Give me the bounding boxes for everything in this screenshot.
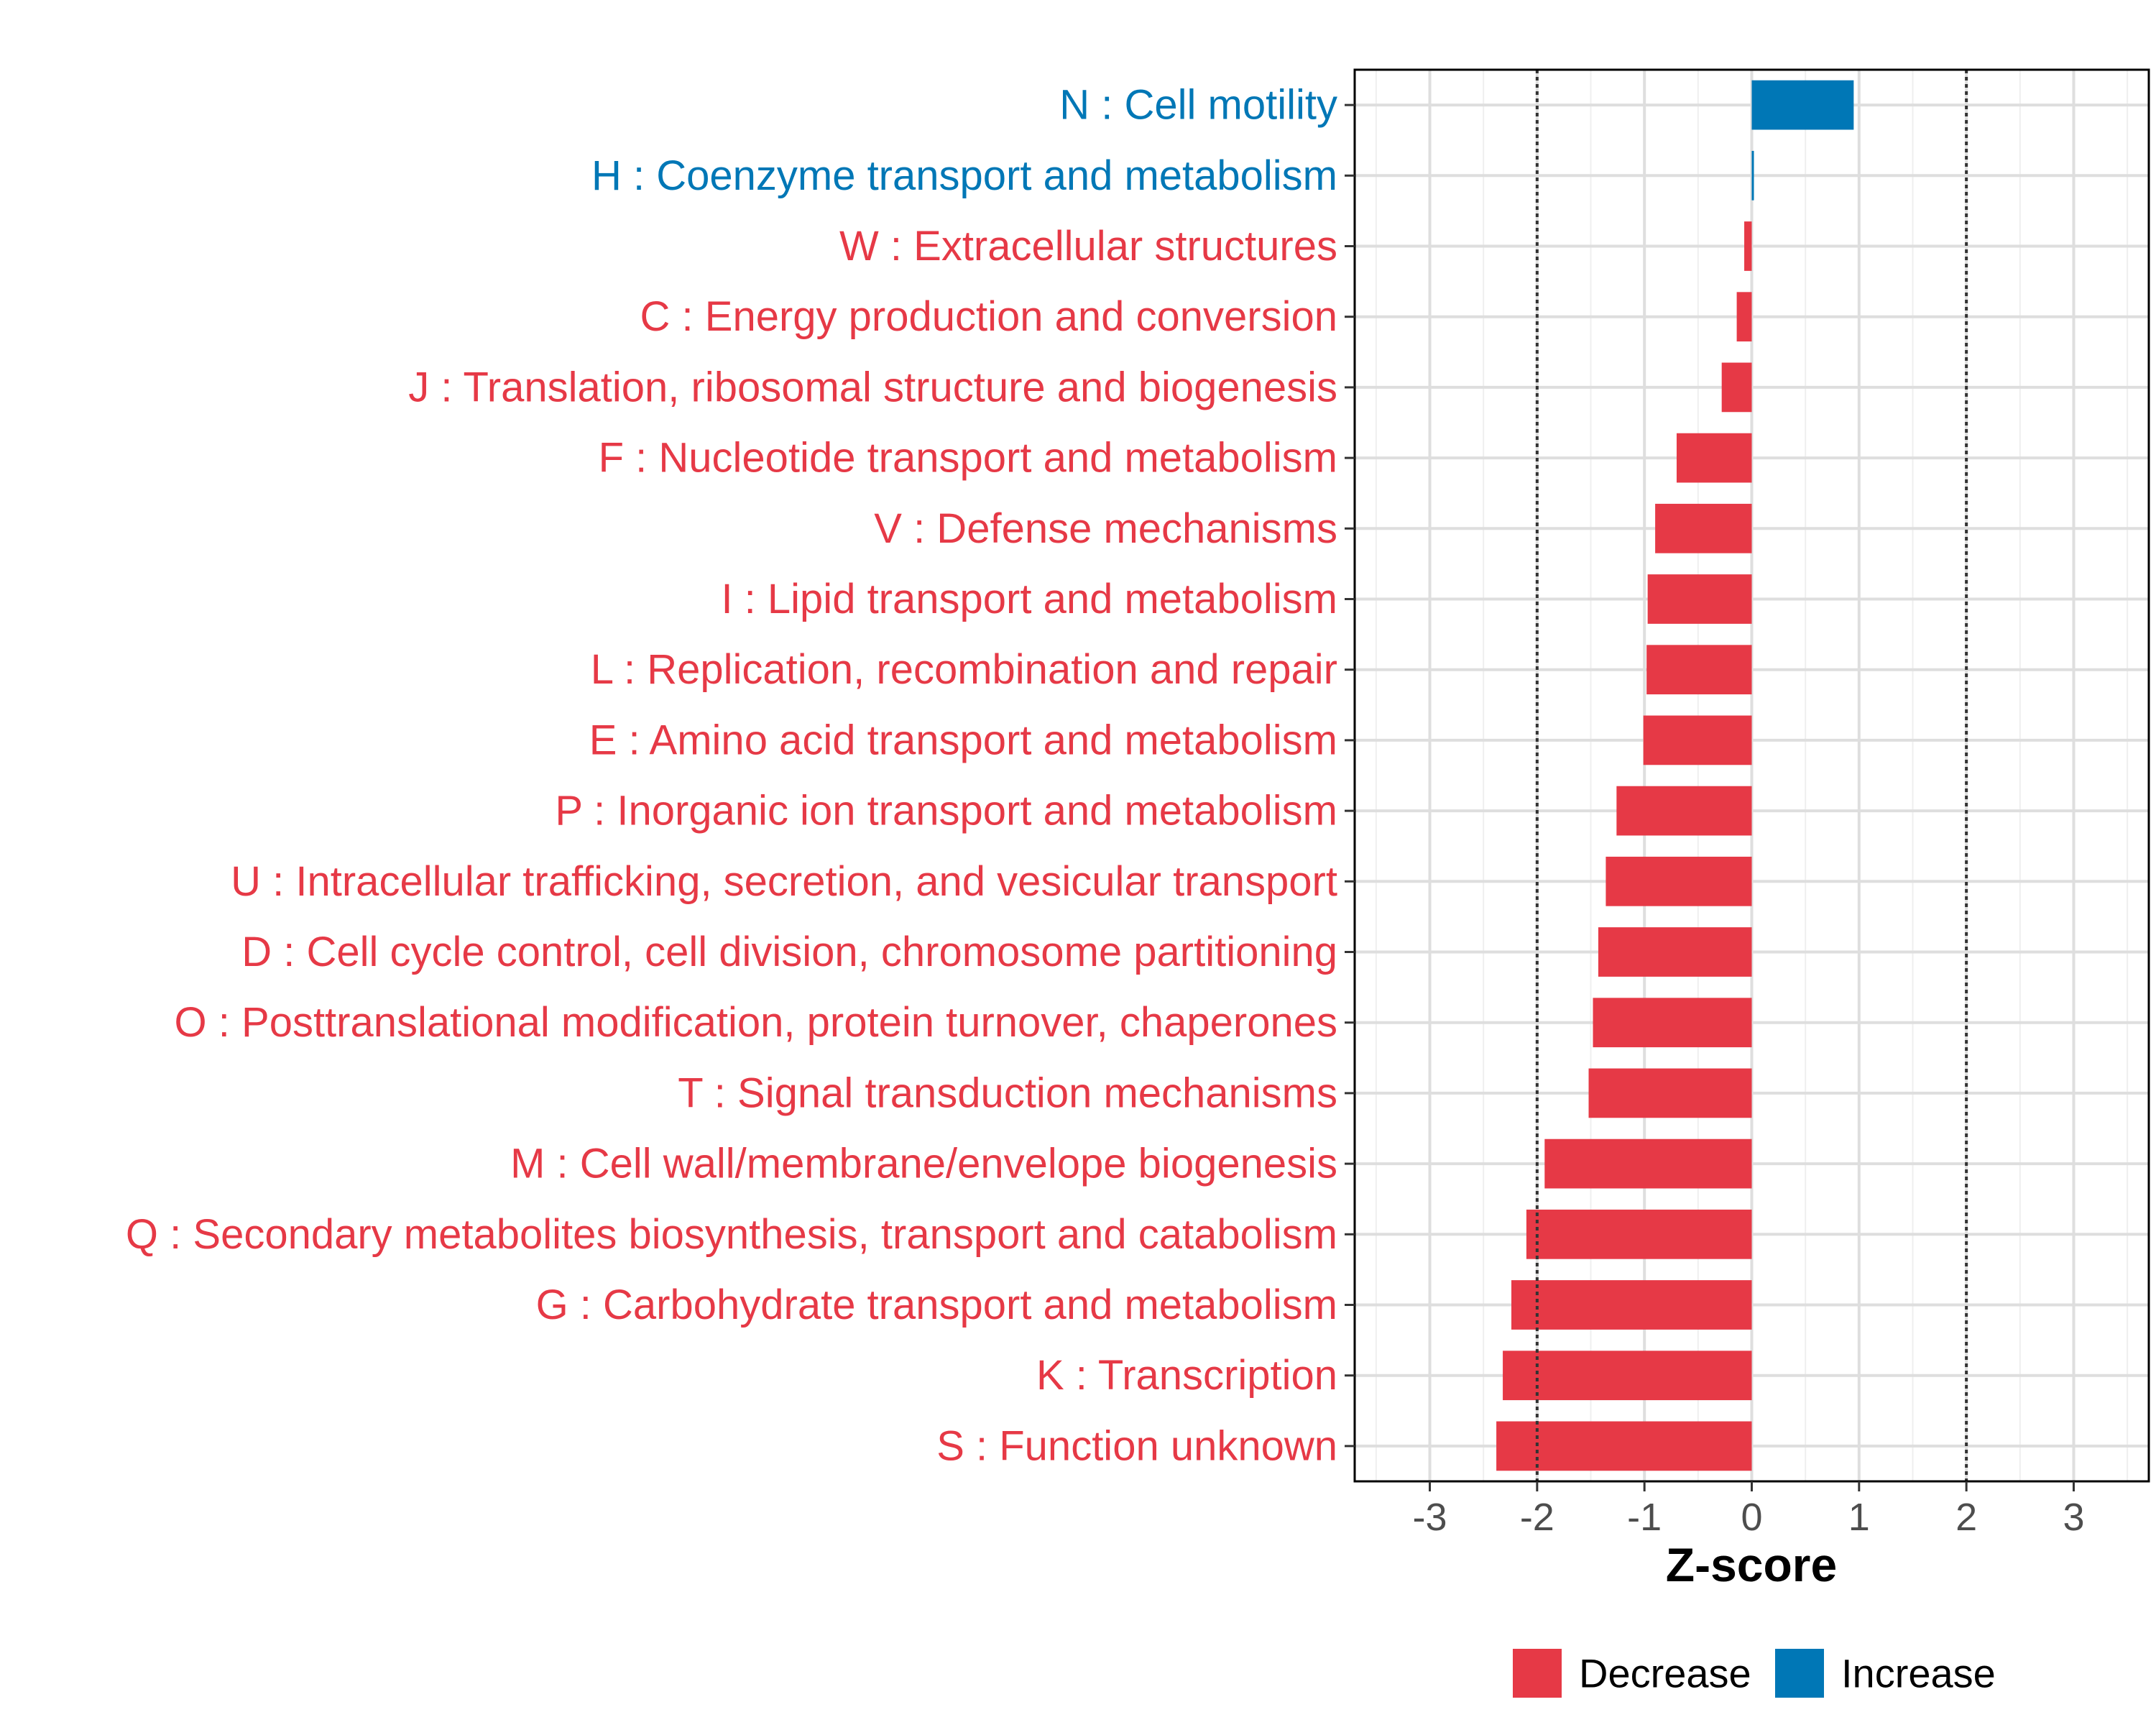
category-label: N : Cell motility: [1059, 82, 1337, 129]
bar: [1616, 786, 1752, 836]
x-axis-title: Z-score: [1666, 1538, 1837, 1591]
x-tick-label: -2: [1520, 1496, 1554, 1539]
category-label: V : Defense mechanisms: [874, 505, 1337, 552]
category-label: U : Intracellular trafficking, secretion…: [231, 858, 1337, 905]
category-label: W : Extracellular structures: [839, 223, 1337, 270]
bar: [1744, 221, 1752, 271]
x-tick-label: 3: [2063, 1496, 2084, 1539]
legend-swatch-decrease: [1513, 1649, 1562, 1698]
bar: [1593, 998, 1752, 1048]
bar: [1544, 1138, 1752, 1189]
category-label: J : Translation, ribosomal structure and…: [408, 364, 1337, 410]
category-label: E : Amino acid transport and metabolism: [589, 717, 1337, 763]
bar: [1736, 292, 1752, 342]
category-label: D : Cell cycle control, cell division, c…: [241, 929, 1337, 975]
category-label: T : Signal transduction mechanisms: [678, 1070, 1337, 1116]
bar: [1751, 150, 1754, 201]
x-axis: -3 -2 -1 0 1 2 3: [1413, 1481, 2084, 1539]
bar: [1496, 1421, 1752, 1471]
category-label: M : Cell wall/membrane/envelope biogenes…: [510, 1141, 1337, 1187]
x-tick-label: -3: [1413, 1496, 1447, 1539]
bar: [1511, 1280, 1752, 1330]
x-tick-label: 2: [1955, 1496, 1977, 1539]
category-label: L : Replication, recombination and repai…: [591, 646, 1337, 693]
bars: [1496, 80, 1854, 1471]
category-label: F : Nucleotide transport and metabolism: [599, 435, 1337, 482]
category-label: H : Coenzyme transport and metabolism: [591, 152, 1337, 199]
bar: [1588, 1068, 1752, 1118]
bar: [1676, 433, 1752, 483]
category-label: C : Energy production and conversion: [640, 293, 1337, 340]
bar: [1643, 715, 1752, 765]
x-tick-label: 1: [1848, 1496, 1870, 1539]
bar: [1721, 362, 1752, 413]
legend-swatch-increase: [1775, 1649, 1824, 1698]
category-label: G : Carbohydrate transport and metabolis…: [536, 1282, 1337, 1328]
legend-label-increase: Increase: [1841, 1651, 1996, 1696]
bar: [1598, 927, 1752, 977]
bar: [1606, 856, 1752, 906]
bar: [1503, 1351, 1752, 1401]
category-label: S : Function unknown: [936, 1422, 1337, 1469]
category-label: K : Transcription: [1036, 1352, 1337, 1399]
legend: Decrease Increase: [1513, 1649, 1996, 1698]
bar: [1655, 503, 1752, 553]
x-tick-label: 0: [1741, 1496, 1762, 1539]
bar: [1751, 80, 1854, 130]
category-label: O : Posttranslational modification, prot…: [175, 999, 1337, 1046]
reference-lines: [1535, 70, 1968, 1481]
category-label: P : Inorganic ion transport and metaboli…: [555, 788, 1337, 834]
x-tick-label: -1: [1627, 1496, 1662, 1539]
y-axis: N : Cell motility H : Coenzyme transport …: [126, 82, 1355, 1469]
category-label: I : Lipid transport and metabolism: [721, 576, 1337, 622]
bar: [1646, 645, 1752, 695]
grid-lines: [1355, 70, 2149, 1481]
legend-label-decrease: Decrease: [1579, 1651, 1751, 1696]
category-label: Q : Secondary metabolites biosynthesis, …: [126, 1211, 1337, 1258]
bar: [1647, 574, 1752, 624]
bar: [1526, 1209, 1752, 1259]
